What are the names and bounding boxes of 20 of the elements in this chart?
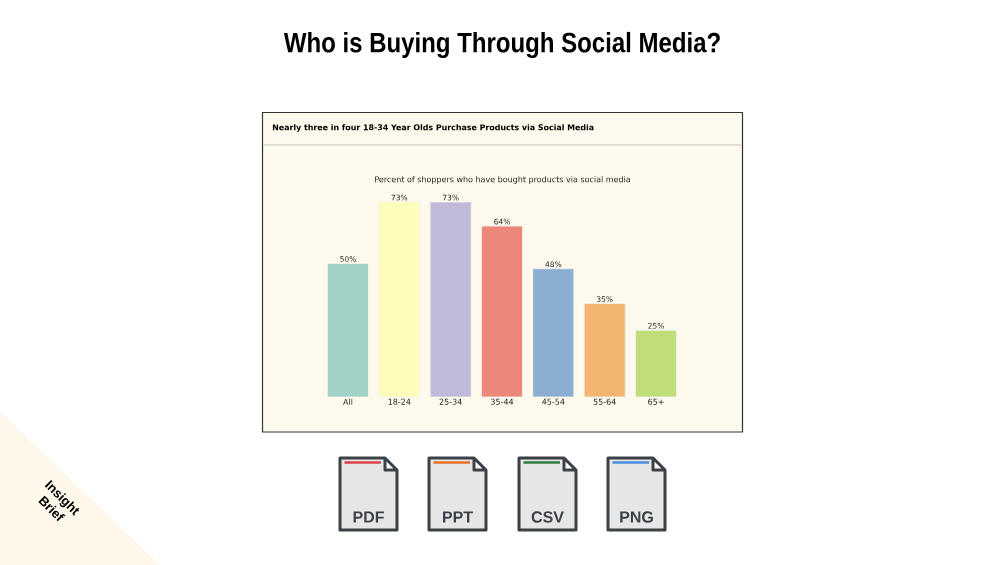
bar	[635, 329, 677, 398]
x-tick-label: 45-54	[542, 398, 565, 405]
x-tick-label: 55-64	[593, 398, 616, 405]
text: PNG	[620, 511, 653, 523]
x-tick-label: 18-24	[388, 398, 411, 405]
x-tick-label: 35-44	[490, 398, 514, 405]
chart-title: Who is Buying Through Social Media?	[283, 31, 720, 59]
bar	[378, 201, 421, 398]
text: CSV	[531, 511, 564, 523]
x-tick-label: 25-34	[439, 398, 462, 405]
x-tick-label: 65+	[648, 398, 664, 405]
bar	[429, 201, 472, 398]
bar	[583, 303, 626, 398]
text: PDF	[353, 511, 384, 523]
x-tick-label: All	[343, 398, 353, 405]
bar	[481, 225, 523, 398]
bar	[327, 263, 369, 398]
text: Percent of shoppers who have bought products via social media	[375, 176, 630, 184]
text: PPT	[443, 511, 473, 523]
bar	[532, 268, 575, 398]
